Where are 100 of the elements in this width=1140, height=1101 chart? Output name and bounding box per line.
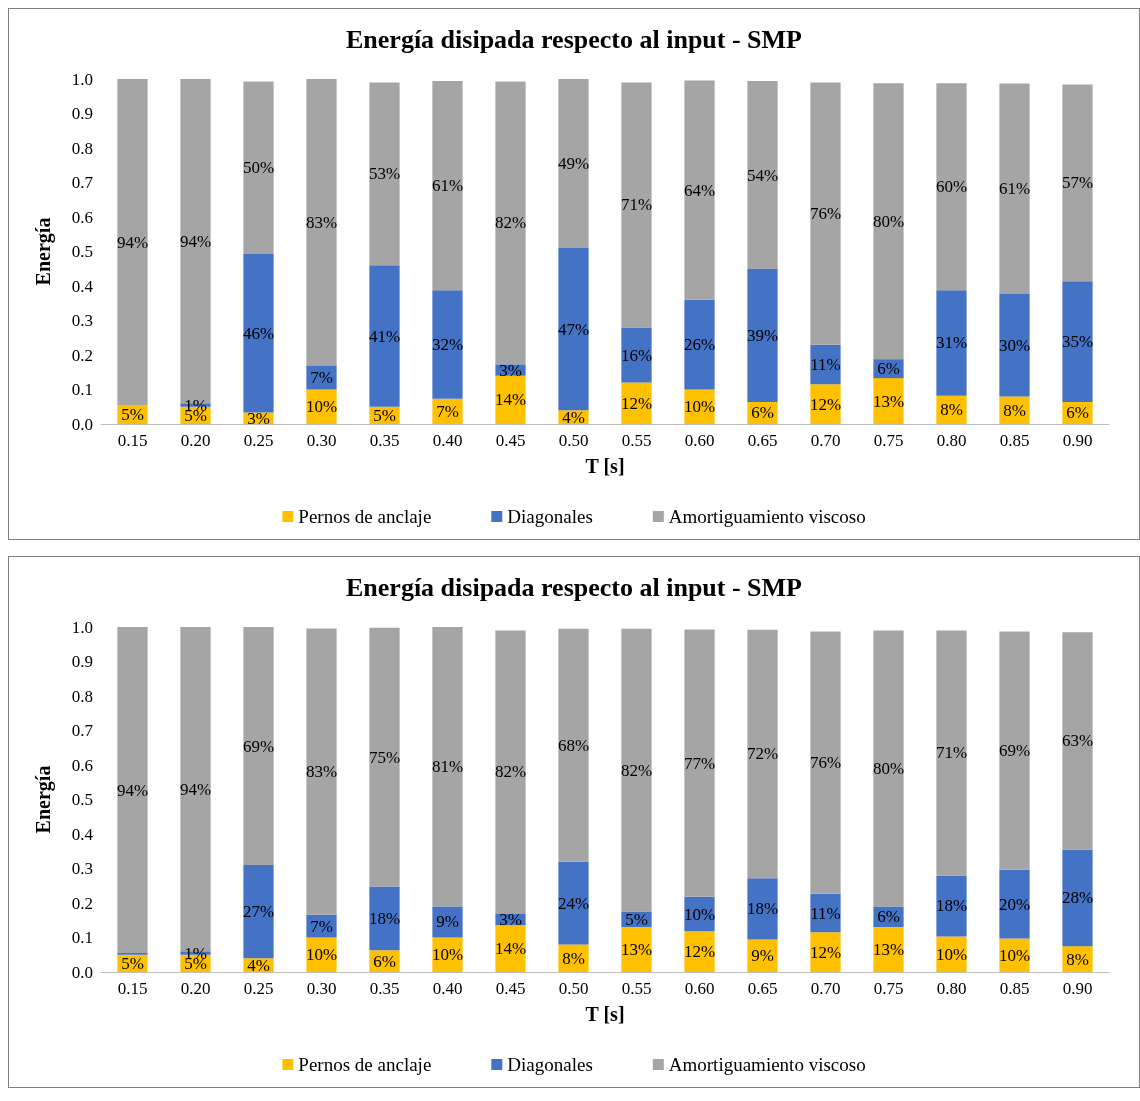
bar	[999, 293, 1030, 397]
bar	[432, 627, 463, 907]
bar	[558, 861, 589, 945]
bar	[873, 630, 904, 907]
bar	[621, 82, 652, 328]
y-tick-label: 0.0	[71, 962, 93, 982]
y-tick-label: 0.0	[71, 414, 93, 434]
data-label: 10%	[683, 904, 716, 924]
y-tick-label: 0.8	[71, 686, 93, 706]
data-label: 82%	[494, 762, 527, 782]
legend-label: Amortiguamiento viscoso	[668, 1054, 866, 1075]
bar	[684, 629, 715, 897]
x-tick-label: 0.75	[873, 979, 904, 998]
data-label: 8%	[562, 948, 585, 968]
bar	[873, 378, 904, 424]
data-label: 94%	[116, 232, 149, 252]
data-label: 60%	[935, 177, 968, 197]
bar	[306, 628, 337, 915]
bar	[873, 927, 904, 972]
data-label: 57%	[1061, 173, 1094, 193]
x-tick-label: 0.50	[558, 979, 589, 998]
data-label: 83%	[305, 762, 338, 782]
data-label: 30%	[998, 335, 1031, 355]
x-tick-label: 0.55	[621, 979, 652, 998]
legend-label: Diagonales	[507, 1054, 593, 1075]
data-label: 5%	[121, 405, 144, 425]
x-tick-label: 0.45	[495, 979, 526, 998]
data-label: 53%	[368, 164, 401, 184]
data-label: 10%	[305, 945, 338, 965]
bar	[999, 83, 1030, 294]
bar	[369, 265, 400, 407]
chart-title: Energía disipada respecto al input - SMP	[345, 24, 803, 54]
data-label: 13%	[872, 391, 905, 411]
data-label: 8%	[940, 400, 963, 420]
data-label: 82%	[494, 213, 527, 233]
bar	[558, 79, 589, 249]
bar	[747, 629, 778, 879]
data-label: 10%	[683, 397, 716, 417]
data-label: 7%	[436, 401, 459, 421]
y-tick-label: 0.1	[71, 928, 93, 947]
bar	[117, 627, 148, 954]
data-label: 8%	[1066, 949, 1089, 969]
x-tick-label: 0.85	[999, 431, 1030, 450]
y-tick-label: 0.2	[71, 345, 93, 365]
bar	[684, 299, 715, 390]
data-label: 11%	[810, 903, 841, 923]
bar	[747, 878, 778, 940]
data-label: 54%	[746, 165, 779, 185]
y-tick-label: 0.9	[71, 652, 93, 671]
bar	[999, 869, 1030, 939]
data-label: 24%	[557, 893, 590, 913]
x-tick-label: 0.35	[369, 431, 400, 450]
bar	[1062, 84, 1093, 282]
data-label: 18%	[935, 896, 968, 916]
x-axis-title: T [s]	[585, 1003, 625, 1025]
y-tick-label: 0.4	[71, 824, 94, 844]
legend-label: Amortiguamiento viscoso	[668, 506, 866, 527]
bar	[369, 82, 400, 266]
x-tick-label: 0.35	[369, 979, 400, 998]
data-label: 31%	[935, 333, 968, 353]
data-label: 6%	[1066, 403, 1089, 423]
bar	[936, 875, 967, 937]
data-label: 28%	[1061, 888, 1094, 908]
data-label: 94%	[179, 231, 212, 251]
bar	[684, 80, 715, 300]
bar	[1062, 632, 1093, 850]
x-tick-label: 0.25	[243, 431, 274, 450]
x-tick-label: 0.20	[180, 431, 211, 450]
data-label: 72%	[746, 744, 779, 764]
x-tick-label: 0.65	[747, 431, 778, 450]
data-label: 27%	[242, 902, 275, 922]
bar	[936, 290, 967, 396]
data-label: 71%	[935, 743, 968, 763]
bar	[1062, 849, 1093, 947]
data-label: 94%	[116, 780, 149, 800]
data-label: 68%	[557, 735, 590, 755]
data-label: 6%	[877, 359, 900, 379]
bar	[243, 81, 274, 254]
data-label: 35%	[1061, 332, 1094, 352]
y-tick-label: 0.5	[71, 790, 93, 809]
bar	[117, 79, 148, 406]
data-label: 13%	[620, 940, 653, 960]
data-label: 10%	[305, 397, 338, 417]
x-tick-label: 0.45	[495, 431, 526, 450]
data-label: 18%	[368, 908, 401, 928]
data-label: 14%	[494, 939, 527, 959]
bar	[306, 79, 337, 366]
x-tick-label: 0.80	[936, 979, 967, 998]
bar	[369, 627, 400, 887]
bar	[621, 628, 652, 912]
y-tick-label: 0.6	[71, 207, 93, 227]
x-tick-label: 0.60	[684, 431, 715, 450]
data-label: 14%	[494, 390, 527, 410]
data-label: 5%	[373, 405, 396, 425]
data-label: 16%	[620, 345, 653, 365]
y-tick-label: 0.4	[71, 276, 94, 296]
y-tick-label: 0.7	[71, 173, 94, 192]
bar	[495, 81, 526, 365]
data-label: 4%	[562, 407, 585, 427]
x-tick-label: 0.90	[1062, 431, 1093, 450]
